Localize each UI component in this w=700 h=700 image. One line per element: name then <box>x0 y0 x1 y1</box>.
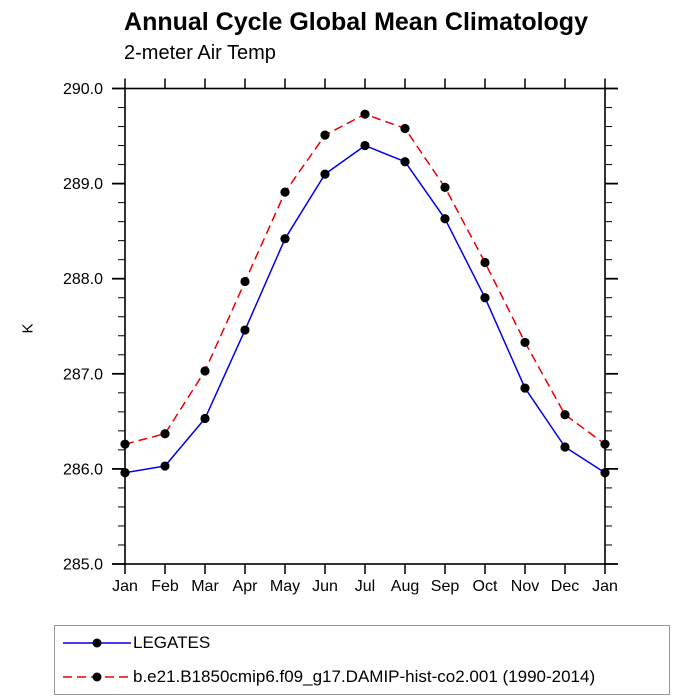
x-tick-label: Jun <box>312 578 338 595</box>
data-point-marker <box>200 366 210 376</box>
data-point-marker <box>560 442 570 452</box>
legend-marker-icon <box>92 672 102 682</box>
data-point-marker <box>280 234 290 244</box>
data-point-marker <box>600 468 610 478</box>
legend-line-sample-dashed <box>63 672 131 682</box>
y-tick-label: 287.0 <box>63 366 103 383</box>
data-point-marker <box>120 468 130 478</box>
data-point-marker <box>160 429 170 439</box>
data-point-marker <box>280 187 290 197</box>
data-point-marker <box>360 140 370 151</box>
series-line-0 <box>124 144 606 474</box>
data-point-marker <box>120 439 130 449</box>
data-point-marker <box>440 182 450 193</box>
legend-box: LEGATES b.e21.B1850cmip6.f09_g17.DAMIP-h… <box>54 625 670 695</box>
data-point-marker <box>160 461 170 471</box>
data-point-marker <box>320 130 330 140</box>
x-tick-label: May <box>270 578 300 595</box>
data-point-marker <box>480 293 490 303</box>
x-tick-label: Apr <box>233 578 259 595</box>
x-tick-label: Jan <box>592 578 618 595</box>
y-tick-label: 285.0 <box>63 557 103 574</box>
data-point-marker <box>320 169 330 179</box>
x-tick-label: Mar <box>191 578 219 595</box>
series-line-1 <box>124 113 606 445</box>
x-tick-label: Aug <box>391 578 419 595</box>
legend-label: b.e21.B1850cmip6.f09_g17.DAMIP-hist-co2.… <box>133 666 596 686</box>
x-tick-label: Nov <box>511 578 539 595</box>
data-point-marker <box>240 276 250 287</box>
legend-line-sample-solid <box>63 638 131 648</box>
y-tick-label: 286.0 <box>63 461 103 478</box>
data-point-marker <box>360 109 370 119</box>
data-point-marker <box>560 410 570 420</box>
chart-title: Annual Cycle Global Mean Climatology <box>124 8 588 36</box>
data-point-marker <box>400 123 410 134</box>
data-point-marker <box>600 439 610 449</box>
data-point-marker <box>400 157 410 167</box>
y-tick-label: 290.0 <box>63 81 103 98</box>
y-tick-label: 289.0 <box>63 176 103 193</box>
legend-item: b.e21.B1850cmip6.f09_g17.DAMIP-hist-co2.… <box>55 661 669 693</box>
data-point-marker <box>440 214 450 224</box>
x-tick-label: Feb <box>151 578 179 595</box>
x-tick-label: Jan <box>112 578 138 595</box>
x-tick-label: Dec <box>551 578 579 595</box>
data-point-marker <box>480 257 490 268</box>
data-point-marker <box>520 337 530 348</box>
legend-marker-icon <box>92 638 102 648</box>
plot-frame <box>124 87 606 565</box>
data-point-marker <box>520 383 530 393</box>
legend-item: LEGATES <box>55 627 669 659</box>
y-tick-label: 288.0 <box>63 271 103 288</box>
data-point-marker <box>200 413 210 424</box>
data-point-marker <box>240 325 250 335</box>
chart-subtitle: 2-meter Air Temp <box>124 42 276 64</box>
x-tick-label: Jul <box>355 578 375 595</box>
x-tick-label: Sep <box>431 578 460 595</box>
legend-label: LEGATES <box>133 633 211 653</box>
x-tick-label: Oct <box>473 578 498 595</box>
